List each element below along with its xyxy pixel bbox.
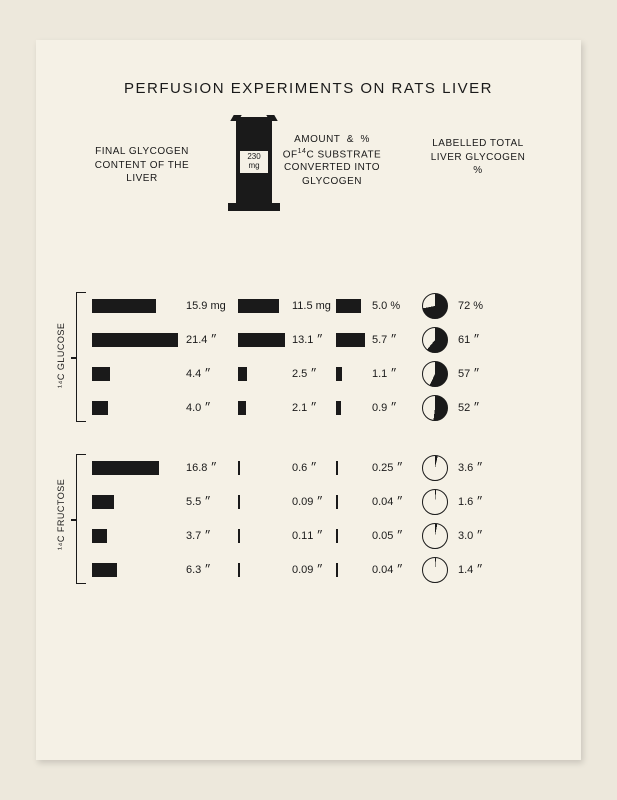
pie-value: 52 ״ bbox=[452, 402, 504, 414]
percent-value: 5.7 ״ bbox=[370, 334, 418, 346]
data-row: 21.4 ״ 13.1 ״ 5.7 ״ 61 ״ bbox=[62, 323, 555, 357]
glycogen-value: 16.8 ״ bbox=[182, 462, 238, 474]
data-row: 16.8 ״ 0.6 ״ 0.25 ״ 3.6 ״ bbox=[62, 451, 555, 485]
data-row: 15.9 mg 11.5 mg 5.0 % 72 % bbox=[62, 289, 555, 323]
data-rows: 15.9 mg 11.5 mg 5.0 % 72 % 21.4 ״ 13.1 ״ 5.7 ״… bbox=[62, 289, 555, 587]
percent-value: 0.25 ״ bbox=[370, 462, 418, 474]
percent-value: 0.04 ״ bbox=[370, 496, 418, 508]
glycogen-value: 4.0 ״ bbox=[182, 402, 238, 414]
percent-value: 5.0 % bbox=[370, 300, 418, 312]
pie-value: 1.4 ״ bbox=[452, 564, 504, 576]
pie-icon bbox=[422, 489, 448, 515]
group-label: ¹⁴C GLUCOSE bbox=[56, 323, 66, 388]
amount-value: 0.11 ״ bbox=[290, 530, 336, 542]
pie-value: 1.6 ״ bbox=[452, 496, 504, 508]
glycogen-value: 3.7 ״ bbox=[182, 530, 238, 542]
pie-icon bbox=[422, 361, 448, 387]
amount-value: 0.6 ״ bbox=[290, 462, 336, 474]
pie-icon bbox=[422, 455, 448, 481]
beaker-icon: 230mg bbox=[230, 117, 278, 217]
pie-icon bbox=[422, 327, 448, 353]
glycogen-value: 6.3 ״ bbox=[182, 564, 238, 576]
beaker-label: 230mg bbox=[240, 151, 268, 173]
amount-value: 2.1 ״ bbox=[290, 402, 336, 414]
page-card: PERFUSION EXPERIMENTS ON RATS LIVER FINA… bbox=[36, 40, 581, 760]
data-row: 4.4 ״ 2.5 ״ 1.1 ״ 57 ״ bbox=[62, 357, 555, 391]
glycogen-value: 5.5 ״ bbox=[182, 496, 238, 508]
glycogen-value: 21.4 ״ bbox=[182, 334, 238, 346]
amount-value: 2.5 ״ bbox=[290, 368, 336, 380]
pie-value: 72 % bbox=[452, 300, 504, 312]
glycogen-value: 4.4 ״ bbox=[182, 368, 238, 380]
header-row: FINAL GLYCOGENCONTENT OF THELIVER 230mg … bbox=[62, 127, 555, 247]
pie-icon bbox=[422, 557, 448, 583]
pie-value: 57 ״ bbox=[452, 368, 504, 380]
pie-icon bbox=[422, 395, 448, 421]
chart-title: PERFUSION EXPERIMENTS ON RATS LIVER bbox=[62, 80, 555, 97]
col1-header: FINAL GLYCOGENCONTENT OF THELIVER bbox=[82, 145, 202, 186]
amount-value: 0.09 ״ bbox=[290, 496, 336, 508]
pie-value: 61 ״ bbox=[452, 334, 504, 346]
percent-value: 0.04 ״ bbox=[370, 564, 418, 576]
pie-value: 3.6 ״ bbox=[452, 462, 504, 474]
pie-icon bbox=[422, 293, 448, 319]
data-row: 5.5 ״ 0.09 ״ 0.04 ״ 1.6 ״ bbox=[62, 485, 555, 519]
pie-icon bbox=[422, 523, 448, 549]
col3-header: LABELLED TOTALLIVER GLYCOGEN% bbox=[418, 137, 538, 178]
percent-value: 0.05 ״ bbox=[370, 530, 418, 542]
group-brace bbox=[76, 292, 86, 422]
pie-value: 3.0 ״ bbox=[452, 530, 504, 542]
glycogen-value: 15.9 mg bbox=[182, 300, 238, 312]
group-label: ¹⁴C FRUCTOSE bbox=[56, 479, 66, 550]
col2-header: AMOUNT & % OF14C SUBSTRATE CONVERTED INT… bbox=[272, 133, 392, 188]
data-row: 3.7 ״ 0.11 ״ 0.05 ״ 3.0 ״ bbox=[62, 519, 555, 553]
amount-value: 11.5 mg bbox=[290, 300, 336, 312]
amount-value: 13.1 ״ bbox=[290, 334, 336, 346]
data-row: 4.0 ״ 2.1 ״ 0.9 ״ 52 ״ bbox=[62, 391, 555, 425]
percent-value: 1.1 ״ bbox=[370, 368, 418, 380]
amount-value: 0.09 ״ bbox=[290, 564, 336, 576]
data-row: 6.3 ״ 0.09 ״ 0.04 ״ 1.4 ״ bbox=[62, 553, 555, 587]
percent-value: 0.9 ״ bbox=[370, 402, 418, 414]
group-brace bbox=[76, 454, 86, 584]
